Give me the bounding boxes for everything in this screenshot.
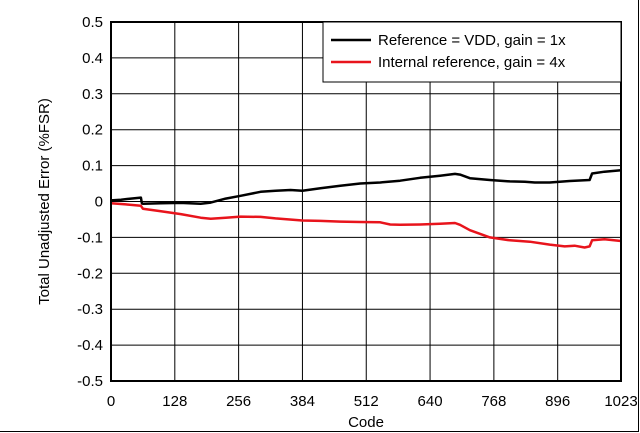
x-tick-label: 512 bbox=[354, 393, 379, 410]
legend-label-2: Internal reference, gain = 4x bbox=[378, 54, 566, 71]
x-tick-label: 768 bbox=[481, 393, 506, 410]
x-tick-label: 256 bbox=[226, 393, 251, 410]
series-line-1 bbox=[110, 169, 622, 205]
y-tick-label: 0.4 bbox=[82, 50, 103, 67]
legend-box bbox=[322, 21, 622, 83]
series-line-2 bbox=[110, 202, 622, 249]
x-tick-label: 1023 bbox=[604, 393, 637, 410]
series-layer bbox=[110, 169, 622, 249]
y-tick-label: -0.3 bbox=[77, 301, 103, 318]
grid bbox=[111, 22, 621, 381]
y-tick-label: -0.1 bbox=[77, 229, 103, 246]
y-axis-label: Total Unadjusted Error (%FSR) bbox=[36, 98, 53, 305]
y-tick-label: 0.5 bbox=[82, 14, 103, 31]
x-tick-label: 128 bbox=[162, 393, 187, 410]
x-tick-label: 384 bbox=[290, 393, 315, 410]
x-tick-label: 640 bbox=[418, 393, 443, 410]
y-tick-label: 0.3 bbox=[82, 86, 103, 103]
y-tick-label: -0.5 bbox=[77, 373, 103, 390]
y-tick-label: 0.2 bbox=[82, 122, 103, 139]
y-tick-label: 0.1 bbox=[82, 158, 103, 175]
y-tick-label: 0 bbox=[95, 194, 103, 211]
x-tick-label: 896 bbox=[545, 393, 570, 410]
legend: Reference = VDD, gain = 1x Internal refer… bbox=[322, 21, 622, 83]
x-axis-label: Code bbox=[348, 414, 384, 431]
y-axis-ticks: 0.5 0.4 0.3 0.2 0.1 0 -0.1 -0.2 -0.3 -0.4 -0.5 bbox=[77, 14, 103, 390]
x-tick-label: 0 bbox=[107, 393, 115, 410]
legend-label-1: Reference = VDD, gain = 1x bbox=[378, 32, 566, 49]
y-tick-label: -0.2 bbox=[77, 265, 103, 282]
x-axis-ticks: 0 128 256 384 512 640 768 896 1023 bbox=[107, 393, 638, 410]
y-tick-label: -0.4 bbox=[77, 337, 103, 354]
